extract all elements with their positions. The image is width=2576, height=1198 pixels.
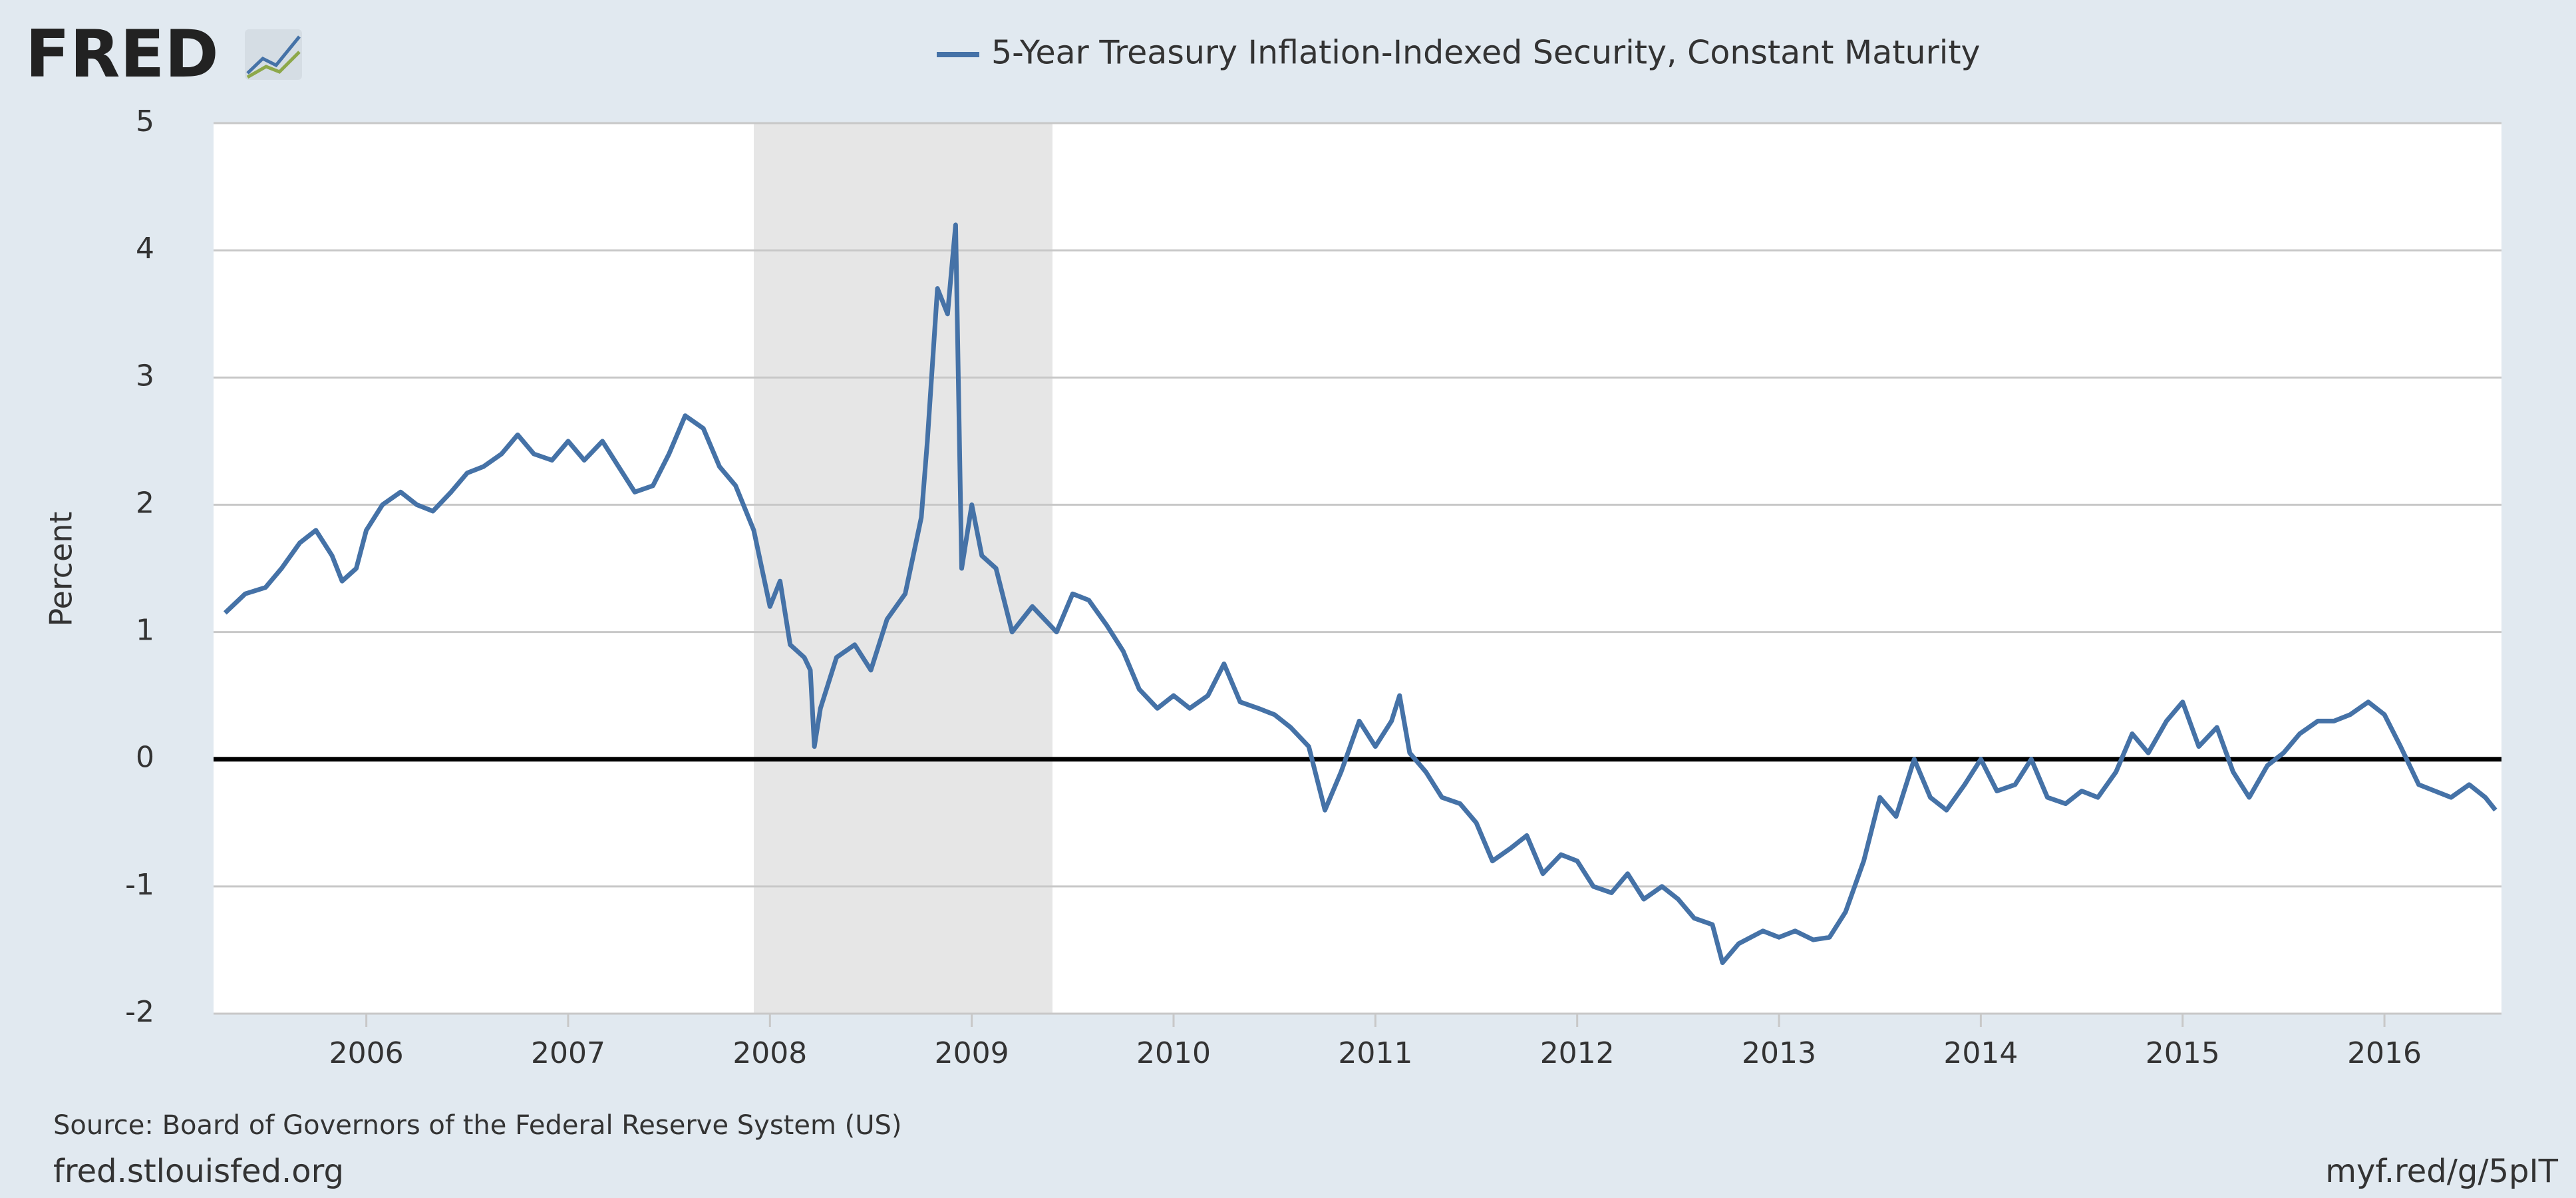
legend-label: 5-Year Treasury Inflation-Indexed Securi… xyxy=(991,34,1981,72)
x-tick-label: 2016 xyxy=(2347,1036,2422,1070)
source: Source: Board of Governors of the Federa… xyxy=(53,1110,902,1141)
y-tick-label: 1 xyxy=(136,614,154,648)
y-axis-label: Percent xyxy=(43,511,79,626)
logo-icon xyxy=(245,29,302,80)
y-tick-label: 3 xyxy=(136,359,154,393)
x-tick-label: 2010 xyxy=(1136,1036,1211,1070)
data-line xyxy=(223,222,2497,965)
x-tick-label: 2015 xyxy=(2146,1036,2220,1070)
x-tick-label: 2009 xyxy=(935,1036,1009,1070)
y-tick-label: 4 xyxy=(136,232,154,266)
y-tick-label: -2 xyxy=(125,995,154,1029)
short-link: myf.red/g/5pIT xyxy=(2325,1153,2558,1190)
site: fred.stlouisfed.org xyxy=(53,1153,344,1190)
x-tick-label: 2011 xyxy=(1338,1036,1412,1070)
y-tick-label: 5 xyxy=(136,104,154,138)
recession-shade xyxy=(754,123,1052,1014)
x-tick-label: 2007 xyxy=(531,1036,605,1070)
x-tick-label: 2012 xyxy=(1540,1036,1615,1070)
x-tick-label: 2008 xyxy=(732,1036,807,1070)
x-tick-label: 2006 xyxy=(329,1036,404,1070)
plot-area xyxy=(214,123,2501,1014)
y-tick-label: 2 xyxy=(136,486,154,520)
y-tick-label: -1 xyxy=(125,868,154,902)
y-tick-label: 0 xyxy=(136,741,154,775)
x-tick-label: 2013 xyxy=(1742,1036,1816,1070)
logo: FRED xyxy=(25,17,219,93)
x-tick-label: 2014 xyxy=(1943,1036,2018,1070)
